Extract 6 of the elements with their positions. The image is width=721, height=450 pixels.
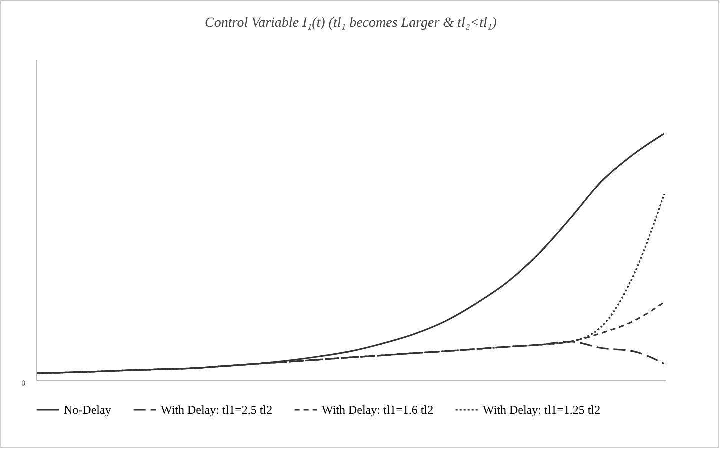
text: 0 <box>22 379 26 388</box>
legend-label: No-Delay <box>64 403 112 417</box>
chart-title: Control Variable I₁(t) (tl₁ becomes Larger & tl₂<tl₁) <box>205 16 498 31</box>
legend-label: With Delay: tl1=1.6 tl2 <box>322 403 434 417</box>
legend-label: With Delay: tl1=1.25 tl2 <box>483 403 601 417</box>
legend-label: With Delay: tl1=2.5 tl2 <box>161 403 273 417</box>
